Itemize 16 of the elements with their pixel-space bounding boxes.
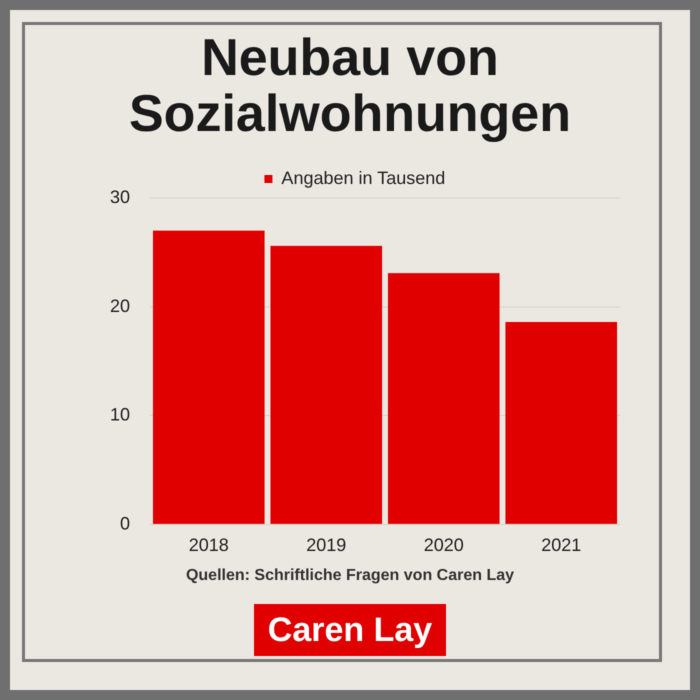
x-tick-label: 2021 [541,535,582,556]
source-note: Quellen: Schriftliche Fragen von Caren Lay [184,567,516,585]
text: Caren Lay [254,604,446,656]
bar [505,322,618,524]
y-tick-label: 0 [120,513,130,534]
bar [152,230,265,524]
chart-title: Neubau von Sozialwohnungen [128,29,572,143]
bar [270,246,382,524]
y-tick-label: 20 [110,296,130,316]
x-tick-label: 2019 [306,535,346,556]
legend-label: Angaben in Tausend [281,168,446,188]
y-tick-label: 30 [110,186,130,207]
bar [388,273,500,524]
x-tick-label: 2020 [424,535,464,556]
x-tick-label: 2018 [188,535,229,556]
y-tick-label: 10 [110,404,130,425]
